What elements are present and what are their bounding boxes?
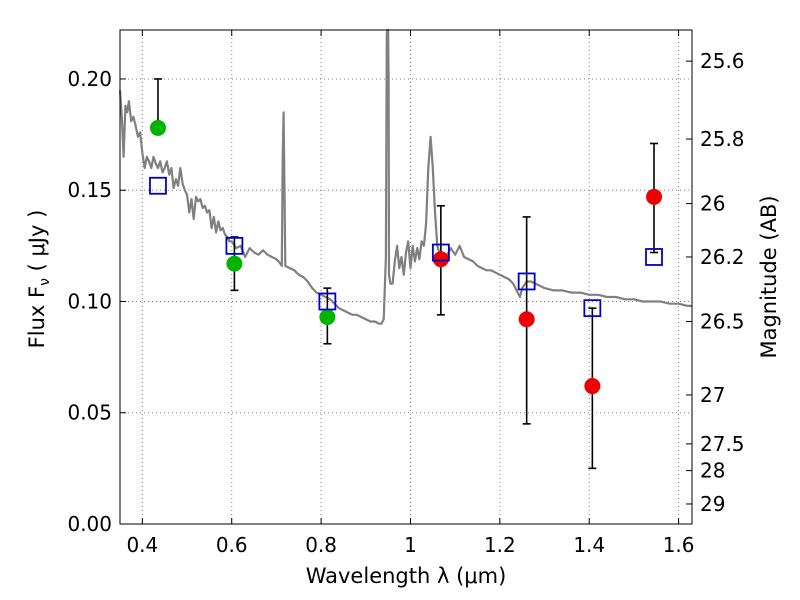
y-axis-label-main: Flux F [25, 286, 49, 348]
data-point-red [584, 378, 601, 395]
data-point-green [149, 119, 166, 136]
x-tick-label: 0.6 [216, 533, 248, 557]
right-axis-tick-label: 27 [700, 383, 725, 407]
axis-ticks [120, 30, 692, 525]
y-tick-label: 0.15 [67, 178, 112, 202]
y-tick-label: 0.10 [67, 289, 112, 313]
model-photometry-square [318, 292, 337, 311]
data-point-red [432, 251, 449, 268]
model-photometry-square [431, 243, 450, 262]
model-sed-line [118, 28, 692, 325]
right-axis-tick-label: 25.8 [700, 127, 745, 151]
model-photometry-square [645, 248, 663, 266]
data-point-red [646, 188, 663, 205]
y-axis-label-unit: ( μJy ) [25, 210, 49, 278]
right-axis-tick-label: 28 [700, 459, 725, 483]
y-tick-label: 0.00 [67, 512, 112, 536]
x-tick-label: 1.4 [573, 533, 605, 557]
right-axis-tick-label: 27.5 [700, 432, 745, 456]
y-axis-label-sub: ν [37, 278, 53, 286]
x-tick-label: 1.6 [663, 533, 695, 557]
grid-lines [120, 30, 692, 525]
tick-labels: 0.4 0.6 0.8 1 1.2 1.4 1.6 0.00 0.05 0.10 0.15 0.20 2… [67, 49, 744, 557]
right-axis-tick-label: 29 [700, 492, 725, 516]
data-points-layer [149, 119, 663, 395]
x-tick-label: 0.8 [305, 533, 337, 557]
x-tick-label: 1.2 [484, 533, 516, 557]
model-photometry-square [583, 299, 602, 318]
model-sed-layer [118, 28, 692, 325]
data-point-red [518, 311, 535, 328]
model-photometry-square [517, 272, 536, 291]
right-axis-label: Magnitude (AB) [757, 195, 781, 358]
y-tick-label: 0.20 [67, 67, 112, 91]
right-axis-tick-label: 25.6 [700, 49, 745, 73]
right-axis-tick-label: 26.2 [700, 245, 745, 269]
errorbar-layer [153, 78, 659, 470]
model-photometry-layer [149, 176, 663, 318]
data-point-green [226, 255, 243, 272]
x-tick-label: 0.4 [126, 533, 158, 557]
y-axis-label: Flux Fν ( μJy ) [25, 210, 53, 349]
x-axis-label: Wavelength λ (μm) [306, 564, 507, 588]
y-tick-label: 0.05 [67, 401, 112, 425]
x-tick-label: 1 [404, 533, 417, 557]
model-photometry-square [225, 236, 244, 255]
plot-frame [119, 29, 693, 525]
right-axis-tick-label: 26 [700, 192, 725, 216]
data-point-green [319, 309, 336, 326]
right-axis-tick-label: 26.5 [700, 310, 745, 334]
model-photometry-square [149, 176, 167, 195]
